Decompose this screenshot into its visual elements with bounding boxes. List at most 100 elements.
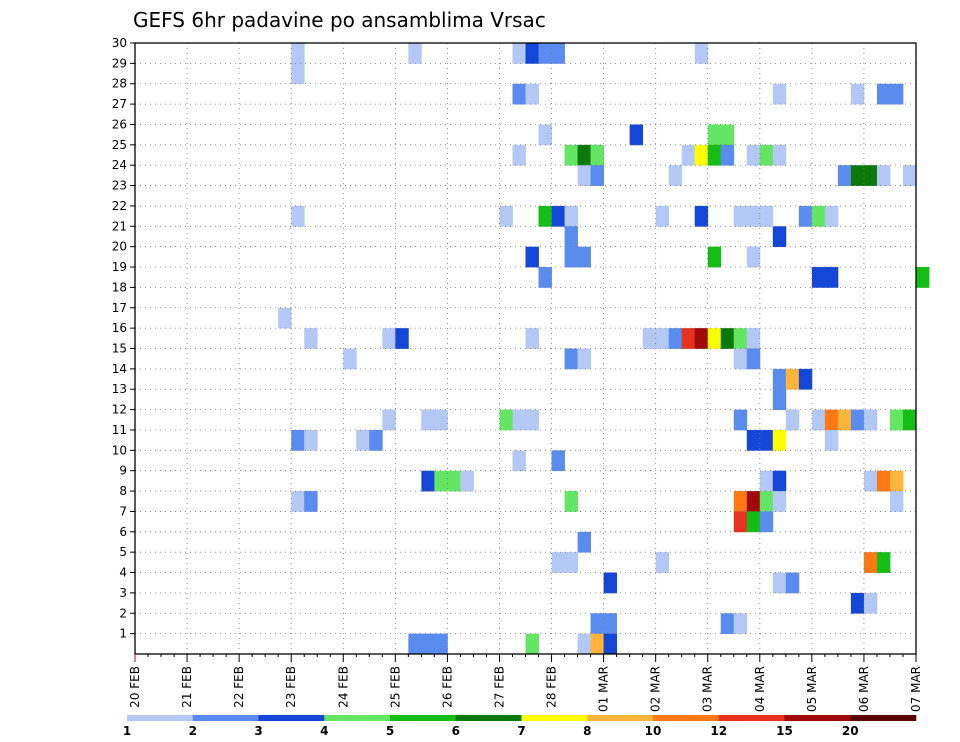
y-tick-label: 11 <box>112 423 127 437</box>
data-cell <box>785 368 800 390</box>
data-cell <box>304 429 318 451</box>
y-tick-label: 30 <box>112 36 127 50</box>
colorbar-swatch <box>127 715 194 721</box>
chart-title: GEFS 6hr padavine po ansamblima Vrsac <box>133 8 546 32</box>
data-cell <box>291 43 305 64</box>
data-cell <box>850 409 865 431</box>
colorbar-label: 4 <box>320 724 328 738</box>
y-tick-label: 21 <box>112 219 127 233</box>
data-cell <box>642 328 657 349</box>
data-cell <box>551 450 565 472</box>
data-cell <box>512 144 526 166</box>
data-cell <box>746 511 761 533</box>
data-cell <box>772 389 787 410</box>
colorbar-swatch <box>258 715 325 721</box>
y-tick-label: 20 <box>112 240 127 254</box>
data-cell <box>824 409 839 431</box>
data-cell <box>512 409 526 431</box>
data-cell <box>512 83 526 105</box>
data-cell <box>850 592 865 614</box>
data-cell <box>564 348 578 370</box>
colorbar-label: 6 <box>452 724 460 738</box>
data-cell <box>746 328 761 349</box>
x-tick-label: 04 MAR <box>753 666 767 712</box>
data-cell <box>850 165 865 186</box>
data-cell <box>759 491 774 512</box>
colorbar-label: 3 <box>254 724 262 738</box>
data-cell <box>577 144 591 166</box>
data-cell <box>772 83 787 105</box>
data-cell <box>512 43 526 64</box>
data-cell <box>837 409 852 431</box>
data-cell <box>889 83 904 105</box>
data-cell <box>577 246 591 268</box>
y-tick-label: 8 <box>119 484 127 498</box>
x-tick-label: 21 FEB <box>180 666 194 708</box>
colorbar-swatch <box>521 715 588 721</box>
data-cell <box>408 633 422 655</box>
data-cell <box>876 552 891 573</box>
data-cell <box>694 144 709 166</box>
y-tick-label: 6 <box>119 525 127 539</box>
data-cell <box>876 83 891 105</box>
data-cell <box>694 328 709 349</box>
y-tick-label: 15 <box>112 342 127 356</box>
data-cell <box>525 246 539 268</box>
data-cell <box>577 348 591 370</box>
data-cell <box>551 43 565 64</box>
data-cell <box>798 205 813 227</box>
data-cell <box>694 43 709 64</box>
data-cell <box>850 83 865 105</box>
data-cell <box>772 429 787 451</box>
data-cell <box>421 633 435 655</box>
x-tick-label: 05 MAR <box>805 666 819 712</box>
y-tick-label: 13 <box>112 382 127 396</box>
y-tick-label: 27 <box>112 97 127 111</box>
y-tick-label: 14 <box>112 362 127 376</box>
colorbar-swatch <box>718 715 785 721</box>
data-cell <box>304 328 318 349</box>
data-cell <box>538 124 552 146</box>
data-cell <box>863 409 878 431</box>
data-cell <box>863 552 878 573</box>
x-tick-label: 23 FEB <box>284 666 298 708</box>
colorbar-swatch <box>324 715 391 721</box>
data-cell <box>382 328 396 349</box>
data-cell <box>525 43 539 64</box>
y-tick-label: 1 <box>119 627 127 641</box>
data-cell <box>746 348 761 370</box>
data-cell <box>733 205 748 227</box>
data-cell <box>369 429 383 451</box>
colorbar-label: 7 <box>517 724 525 738</box>
data-cell <box>733 348 748 370</box>
data-cell <box>538 43 552 64</box>
colorbar-label: 12 <box>710 724 727 738</box>
data-cell <box>629 124 644 146</box>
data-cell <box>395 328 409 349</box>
data-cell <box>707 124 722 146</box>
colorbar-label: 20 <box>842 724 859 738</box>
y-tick-label: 7 <box>119 504 127 518</box>
data-cell <box>707 246 722 268</box>
data-cell <box>564 552 578 573</box>
y-tick-label: 23 <box>112 179 127 193</box>
data-cell <box>720 613 735 635</box>
data-cell <box>837 165 852 186</box>
data-cell <box>603 613 618 635</box>
data-cell <box>603 633 618 655</box>
data-cell <box>811 205 826 227</box>
colorbar-label: 1 <box>123 724 131 738</box>
data-cells <box>278 43 930 655</box>
data-cell <box>759 511 774 533</box>
data-cell <box>343 348 357 370</box>
data-cell <box>538 267 552 288</box>
data-cell <box>590 613 604 635</box>
data-cell <box>564 246 578 268</box>
data-cell <box>434 633 448 655</box>
data-cell <box>733 613 748 635</box>
x-tick-label: 25 FEB <box>388 666 402 708</box>
data-cell <box>863 470 878 492</box>
data-cell <box>590 144 604 166</box>
data-cell <box>889 409 904 431</box>
